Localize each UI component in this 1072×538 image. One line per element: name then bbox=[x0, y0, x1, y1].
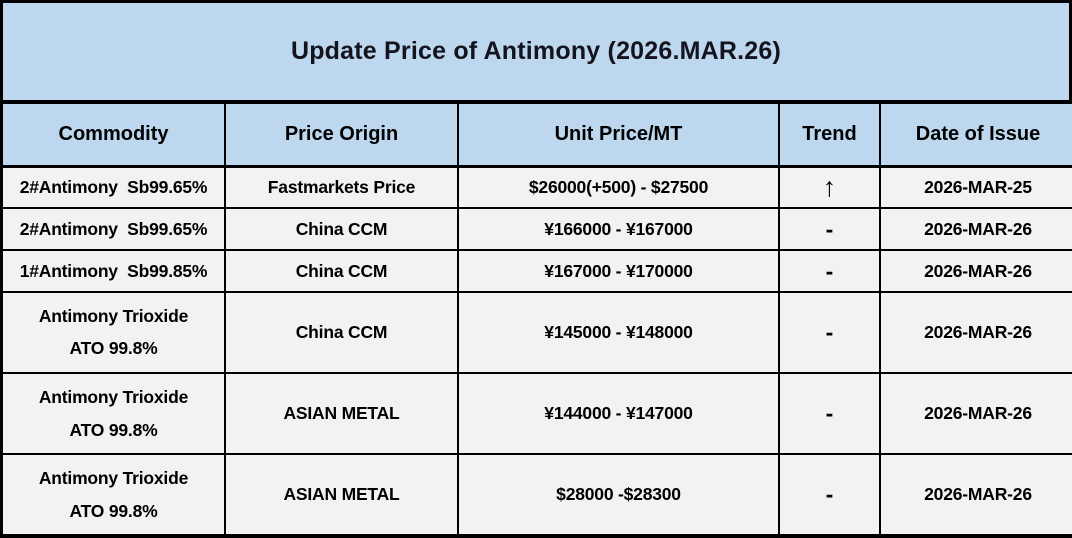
page-title: Update Price of Antimony (2026.MAR.26) bbox=[290, 37, 782, 65]
commodity-cell: 1#Antimony Sb99.85% bbox=[2, 249, 226, 293]
date-of-issue-cell: 2026-MAR-25 bbox=[879, 164, 1072, 210]
trend-flat-dash: - bbox=[778, 371, 881, 456]
column-header-trend: Trend bbox=[778, 103, 881, 168]
price-origin-cell: ASIAN METAL bbox=[224, 453, 459, 535]
unit-price-cell: $26000(+500) - $27500 bbox=[457, 164, 780, 210]
commodity-cell: Antimony Trioxide ATO 99.8% bbox=[2, 453, 226, 535]
table-row: Antimony Trioxide ATO 99.8% ASIAN METAL … bbox=[2, 453, 1072, 535]
commodity-cell: 2#Antimony Sb99.65% bbox=[2, 164, 226, 210]
unit-price-cell: ¥145000 - ¥148000 bbox=[457, 290, 780, 374]
unit-price-cell: ¥167000 - ¥170000 bbox=[457, 249, 780, 293]
unit-price-cell: ¥144000 - ¥147000 bbox=[457, 371, 780, 456]
table-row: 2#Antimony Sb99.65% Fastmarkets Price $2… bbox=[2, 164, 1072, 210]
trend-flat-dash: - bbox=[778, 453, 881, 535]
unit-price-cell: $28000 -$28300 bbox=[457, 453, 780, 535]
date-of-issue-cell: 2026-MAR-26 bbox=[879, 290, 1072, 374]
commodity-cell: Antimony Trioxide ATO 99.8% bbox=[2, 290, 226, 374]
price-origin-cell: Fastmarkets Price bbox=[224, 164, 459, 210]
date-of-issue-cell: 2026-MAR-26 bbox=[879, 453, 1072, 535]
column-header-commodity: Commodity bbox=[2, 103, 226, 168]
column-header-date-of-issue: Date of Issue bbox=[879, 103, 1072, 168]
date-of-issue-cell: 2026-MAR-26 bbox=[879, 249, 1072, 293]
commodity-cell: 2#Antimony Sb99.65% bbox=[2, 207, 226, 252]
table-row: Antimony Trioxide ATO 99.8% ASIAN METAL … bbox=[2, 371, 1072, 456]
column-header-price-origin: Price Origin bbox=[224, 103, 459, 168]
trend-flat-dash: - bbox=[778, 207, 881, 252]
table-row: Antimony Trioxide ATO 99.8% China CCM ¥1… bbox=[2, 290, 1072, 374]
table-row: 2#Antimony Sb99.65% China CCM ¥166000 - … bbox=[2, 207, 1072, 252]
trend-up-arrow-icon: ↑ bbox=[778, 164, 881, 210]
price-table-region: Commodity Price Origin Unit Price/MT Tre… bbox=[2, 103, 1072, 535]
commodity-cell: Antimony Trioxide ATO 99.8% bbox=[2, 371, 226, 456]
price-origin-cell: China CCM bbox=[224, 290, 459, 374]
price-table: Commodity Price Origin Unit Price/MT Tre… bbox=[2, 103, 1072, 535]
price-origin-cell: China CCM bbox=[224, 207, 459, 252]
trend-flat-dash: - bbox=[778, 249, 881, 293]
title-bar: Update Price of Antimony (2026.MAR.26) bbox=[3, 3, 1069, 104]
price-origin-cell: China CCM bbox=[224, 249, 459, 293]
table-row: 1#Antimony Sb99.85% China CCM ¥167000 - … bbox=[2, 249, 1072, 293]
trend-flat-dash: - bbox=[778, 290, 881, 374]
date-of-issue-cell: 2026-MAR-26 bbox=[879, 207, 1072, 252]
header-row: Commodity Price Origin Unit Price/MT Tre… bbox=[2, 103, 1072, 168]
date-of-issue-cell: 2026-MAR-26 bbox=[879, 371, 1072, 456]
price-origin-cell: ASIAN METAL bbox=[224, 371, 459, 456]
column-header-unit-price: Unit Price/MT bbox=[457, 103, 780, 168]
unit-price-cell: ¥166000 - ¥167000 bbox=[457, 207, 780, 252]
